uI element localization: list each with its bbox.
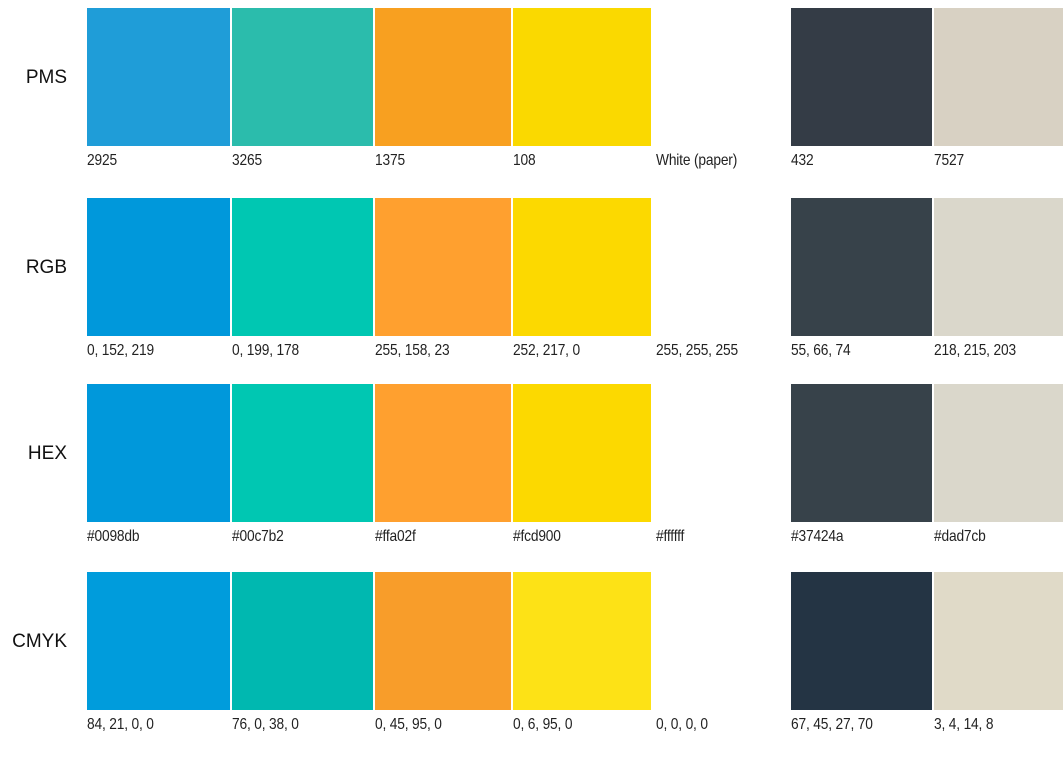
swatch-charcoal: 432	[791, 8, 932, 169]
swatch-value-label: #0098db	[87, 528, 140, 545]
swatch-color-block	[934, 384, 1063, 522]
swatch-teal: 0, 199, 178	[232, 198, 373, 359]
swatch-value-label: 1375	[375, 152, 405, 169]
palette-row-pms: PMS 2925 3265 1375 108 White (paper) 432 7527	[0, 8, 1063, 193]
swatch-sand: #dad7cb	[934, 384, 1063, 545]
swatch-charcoal: 55, 66, 74	[791, 198, 932, 359]
swatch-yellow: #fcd900	[513, 384, 651, 545]
row-label: PMS	[25, 67, 67, 88]
swatch-value-label: 67, 45, 27, 70	[791, 716, 873, 733]
swatch-value-label: 76, 0, 38, 0	[232, 716, 299, 733]
row-label: HEX	[27, 443, 67, 464]
swatch-value-label: 252, 217, 0	[513, 342, 580, 359]
swatch-color-block	[87, 8, 230, 146]
swatch-color-block	[87, 384, 230, 522]
swatch-value-label: #dad7cb	[934, 528, 986, 545]
swatch-color-block	[513, 572, 651, 710]
swatch-value-label: #fcd900	[513, 528, 561, 545]
swatch-color-block	[87, 198, 230, 336]
swatch-teal: #00c7b2	[232, 384, 373, 545]
swatch-white: 255, 255, 255	[656, 198, 791, 359]
swatch-value-label: 3, 4, 14, 8	[934, 716, 994, 733]
swatch-orange: 255, 158, 23	[375, 198, 511, 359]
palette-row-hex: HEX #0098db #00c7b2 #ffa02f #fcd900 #ffffff #3…	[0, 384, 1063, 569]
swatch-value-label: 7527	[934, 152, 964, 169]
swatch-color-block	[791, 572, 932, 710]
swatch-value-label: 0, 45, 95, 0	[375, 716, 442, 733]
swatch-value-label: 2925	[87, 152, 117, 169]
swatch-color-block	[232, 384, 373, 522]
swatch-value-label: 255, 255, 255	[656, 342, 738, 359]
swatch-charcoal: 67, 45, 27, 70	[791, 572, 932, 733]
swatch-color-block	[791, 384, 932, 522]
swatch-value-label: 218, 215, 203	[934, 342, 1016, 359]
swatch-yellow: 108	[513, 8, 651, 169]
swatch-color-block	[513, 8, 651, 146]
swatch-yellow: 0, 6, 95, 0	[513, 572, 651, 733]
swatch-teal: 76, 0, 38, 0	[232, 572, 373, 733]
palette-row-rgb: RGB 0, 152, 219 0, 199, 178 255, 158, 23 252…	[0, 198, 1063, 383]
swatch-value-label: 0, 6, 95, 0	[513, 716, 573, 733]
row-label: CMYK	[12, 631, 67, 652]
swatch-sand: 7527	[934, 8, 1063, 169]
swatch-color-block	[791, 198, 932, 336]
swatch-color-block	[375, 8, 511, 146]
swatch-value-label: #37424a	[791, 528, 844, 545]
swatch-color-block	[656, 384, 791, 522]
palette-row-cmyk: CMYK 84, 21, 0, 0 76, 0, 38, 0 0, 45, 95, 0…	[0, 572, 1063, 757]
swatch-value-label: 255, 158, 23	[375, 342, 450, 359]
swatch-color-block	[934, 8, 1063, 146]
swatch-color-block	[656, 572, 791, 710]
swatch-sand: 3, 4, 14, 8	[934, 572, 1063, 733]
swatch-sand: 218, 215, 203	[934, 198, 1063, 359]
swatch-color-block	[232, 198, 373, 336]
swatch-color-block	[375, 572, 511, 710]
swatch-value-label: 0, 152, 219	[87, 342, 154, 359]
swatch-color-block	[513, 198, 651, 336]
swatch-value-label: 108	[513, 152, 536, 169]
swatch-color-block	[934, 198, 1063, 336]
swatch-value-label: 0, 0, 0, 0	[656, 716, 708, 733]
swatch-blue: 84, 21, 0, 0	[87, 572, 230, 733]
swatch-color-block	[656, 198, 791, 336]
swatch-blue: 0, 152, 219	[87, 198, 230, 359]
swatch-value-label: 3265	[232, 152, 262, 169]
row-label: RGB	[25, 257, 67, 278]
swatch-white: White (paper)	[656, 8, 791, 169]
swatch-color-block	[232, 572, 373, 710]
swatch-value-label: #00c7b2	[232, 528, 284, 545]
swatch-orange: 0, 45, 95, 0	[375, 572, 511, 733]
swatch-color-block	[375, 384, 511, 522]
swatch-value-label: #ffffff	[656, 528, 685, 545]
swatch-yellow: 252, 217, 0	[513, 198, 651, 359]
swatch-value-label: #ffa02f	[375, 528, 416, 545]
swatch-value-label: 0, 199, 178	[232, 342, 299, 359]
swatch-color-block	[232, 8, 373, 146]
swatch-blue: 2925	[87, 8, 230, 169]
swatch-orange: #ffa02f	[375, 384, 511, 545]
swatch-value-label: 432	[791, 152, 814, 169]
swatch-color-block	[934, 572, 1063, 710]
swatch-charcoal: #37424a	[791, 384, 932, 545]
swatch-teal: 3265	[232, 8, 373, 169]
swatch-white: 0, 0, 0, 0	[656, 572, 791, 733]
swatch-color-block	[513, 384, 651, 522]
swatch-value-label: 55, 66, 74	[791, 342, 851, 359]
swatch-color-block	[87, 572, 230, 710]
swatch-color-block	[791, 8, 932, 146]
swatch-orange: 1375	[375, 8, 511, 169]
swatch-blue: #0098db	[87, 384, 230, 545]
swatch-white: #ffffff	[656, 384, 791, 545]
swatch-value-label: 84, 21, 0, 0	[87, 716, 154, 733]
swatch-color-block	[375, 198, 511, 336]
swatch-value-label: White (paper)	[656, 152, 738, 169]
swatch-color-block	[656, 8, 791, 146]
